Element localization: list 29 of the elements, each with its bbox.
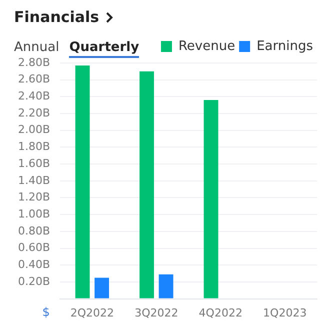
y-axis-title: $ — [42, 304, 50, 319]
y-tick-label: 2.80B — [18, 56, 50, 69]
y-tick-label: 1.00B — [18, 207, 50, 220]
bar — [75, 66, 90, 298]
bar — [140, 71, 154, 298]
y-tick-label: 0.20B — [18, 274, 50, 288]
y-tick-label: 2.00B — [18, 123, 50, 136]
x-tick-label: 2Q2022 — [70, 306, 114, 320]
x-tick-label: 1Q2023 — [263, 306, 307, 320]
y-tick-label: 1.40B — [18, 174, 50, 187]
bar — [158, 274, 174, 298]
y-tick-label: 0.60B — [18, 241, 50, 254]
y-tick-label: 2.20B — [18, 106, 50, 120]
y-tick-label: 0.40B — [18, 258, 50, 271]
text: Quarterly — [69, 40, 140, 58]
x-tick-label: 4Q2022 — [198, 306, 242, 320]
y-tick-label: 1.60B — [18, 156, 50, 170]
bar — [94, 278, 110, 298]
text: Annual — [14, 40, 60, 55]
y-tick-label: 1.80B — [18, 140, 50, 154]
x-tick-label: 3Q2022 — [134, 306, 178, 320]
y-tick-label: 2.40B — [18, 90, 50, 103]
legend-label: Earnings — [256, 38, 314, 54]
legend-label: Revenue — [178, 38, 236, 54]
y-tick-label: 1.20B — [18, 190, 50, 204]
y-tick-label: 2.60B — [18, 72, 50, 86]
y-tick-label: 0.80B — [18, 224, 50, 238]
chart-title: Financials — [14, 8, 100, 26]
bar — [204, 100, 218, 298]
